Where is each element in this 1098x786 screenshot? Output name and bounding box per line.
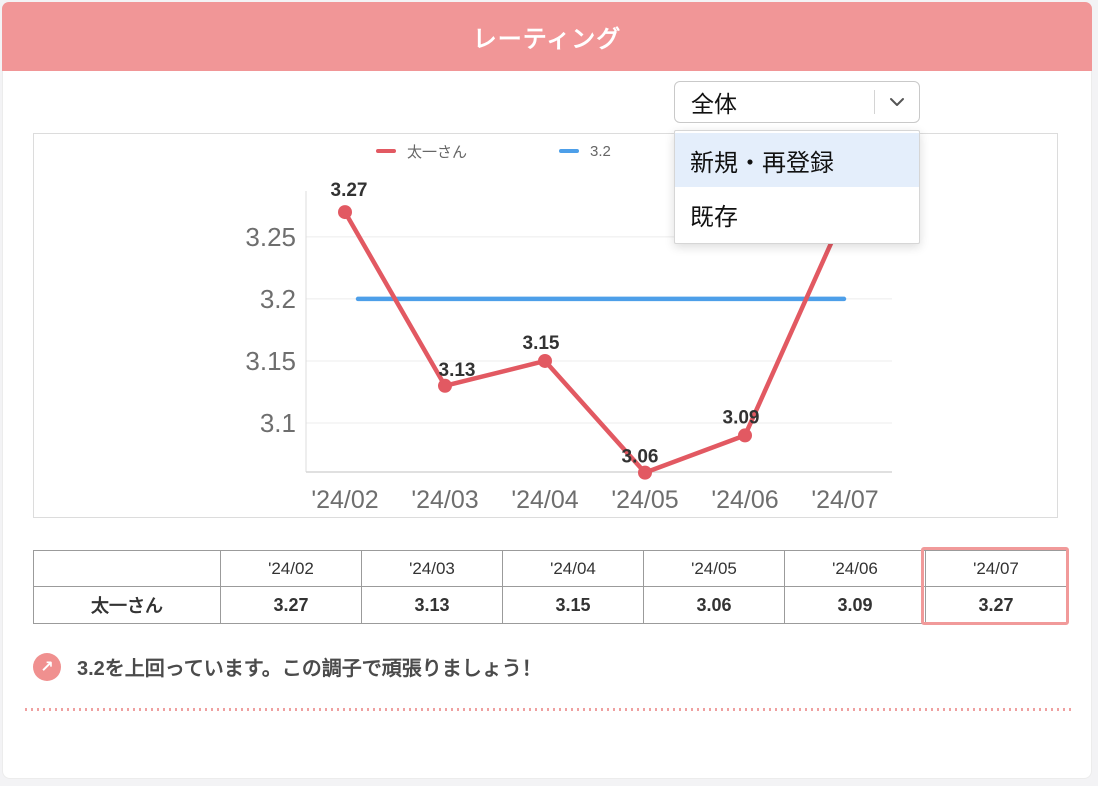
table-cell: 3.15: [502, 586, 644, 624]
segment-dropdown-menu: 新規・再登録 既存: [674, 130, 920, 244]
table-cell: 3.27: [925, 586, 1067, 624]
svg-text:3.27: 3.27: [331, 180, 368, 201]
legend-label: 3.2: [590, 142, 611, 160]
panel-title: レーティング: [472, 26, 622, 53]
dropdown-option-new-reregistered[interactable]: 新規・再登録: [675, 133, 919, 187]
svg-text:'24/02: '24/02: [311, 486, 378, 514]
table-header-row: '24/02'24/03'24/04'24/05'24/06'24/07: [33, 550, 1067, 587]
message-text: 3.2を上回っています。この調子で頑張りましょう！: [77, 658, 542, 680]
chevron-down-icon[interactable]: [875, 97, 919, 107]
table-cell: 3.27: [220, 586, 362, 624]
segment-select[interactable]: 全体: [674, 81, 920, 123]
table-header-cell: '24/04: [502, 550, 644, 587]
table-header-cell: '24/06: [784, 550, 926, 587]
arrow-up-right-icon: ↗: [33, 652, 61, 681]
svg-text:'24/07: '24/07: [811, 486, 878, 514]
dropdown-option-existing[interactable]: 既存: [675, 187, 919, 241]
table-header-cell: '24/02: [220, 550, 362, 587]
chart-legend: 太一さん 3.2: [376, 141, 611, 162]
blue-line-swatch: [559, 149, 580, 153]
table-cell: 3.13: [361, 586, 503, 624]
table-header-cell: [33, 550, 221, 587]
svg-text:'24/03: '24/03: [411, 486, 478, 514]
svg-text:3.06: 3.06: [622, 447, 659, 468]
select-divider: [874, 90, 875, 114]
legend-label: 太一さん: [407, 143, 468, 161]
svg-text:3.13: 3.13: [439, 360, 476, 381]
table-cell: 3.06: [643, 586, 785, 624]
red-line-swatch: [376, 149, 396, 153]
svg-text:3.2: 3.2: [260, 284, 296, 314]
svg-text:3.1: 3.1: [260, 408, 296, 438]
rating-table: '24/02'24/03'24/04'24/05'24/06'24/07 太一さ…: [33, 550, 1067, 624]
encouragement-message: ↗ 3.2を上回っています。この調子で頑張りましょう！: [33, 652, 542, 681]
table-cell: 太一さん: [33, 586, 221, 624]
legend-entry-taichi[interactable]: 太一さん: [376, 141, 467, 162]
svg-text:'24/05: '24/05: [611, 486, 678, 514]
table-header-cell: '24/05: [643, 550, 785, 587]
svg-text:3.15: 3.15: [245, 346, 296, 376]
svg-text:3.25: 3.25: [245, 222, 296, 252]
table-row: 太一さん 3.27 3.13 3.15 3.06 3.09 3.27: [33, 586, 1067, 624]
table-header-cell: '24/03: [361, 550, 503, 587]
svg-text:'24/04: '24/04: [511, 486, 578, 514]
legend-entry-benchmark[interactable]: 3.2: [559, 143, 611, 160]
svg-text:'24/06: '24/06: [711, 486, 778, 514]
panel-header: レーティング: [2, 2, 1092, 71]
table-cell: 3.09: [784, 586, 926, 624]
table-header-cell: '24/07: [925, 550, 1067, 587]
segment-select-value: 全体: [691, 91, 737, 117]
svg-text:3.15: 3.15: [523, 333, 560, 354]
dotted-divider: [25, 708, 1073, 711]
svg-text:3.09: 3.09: [723, 407, 760, 428]
